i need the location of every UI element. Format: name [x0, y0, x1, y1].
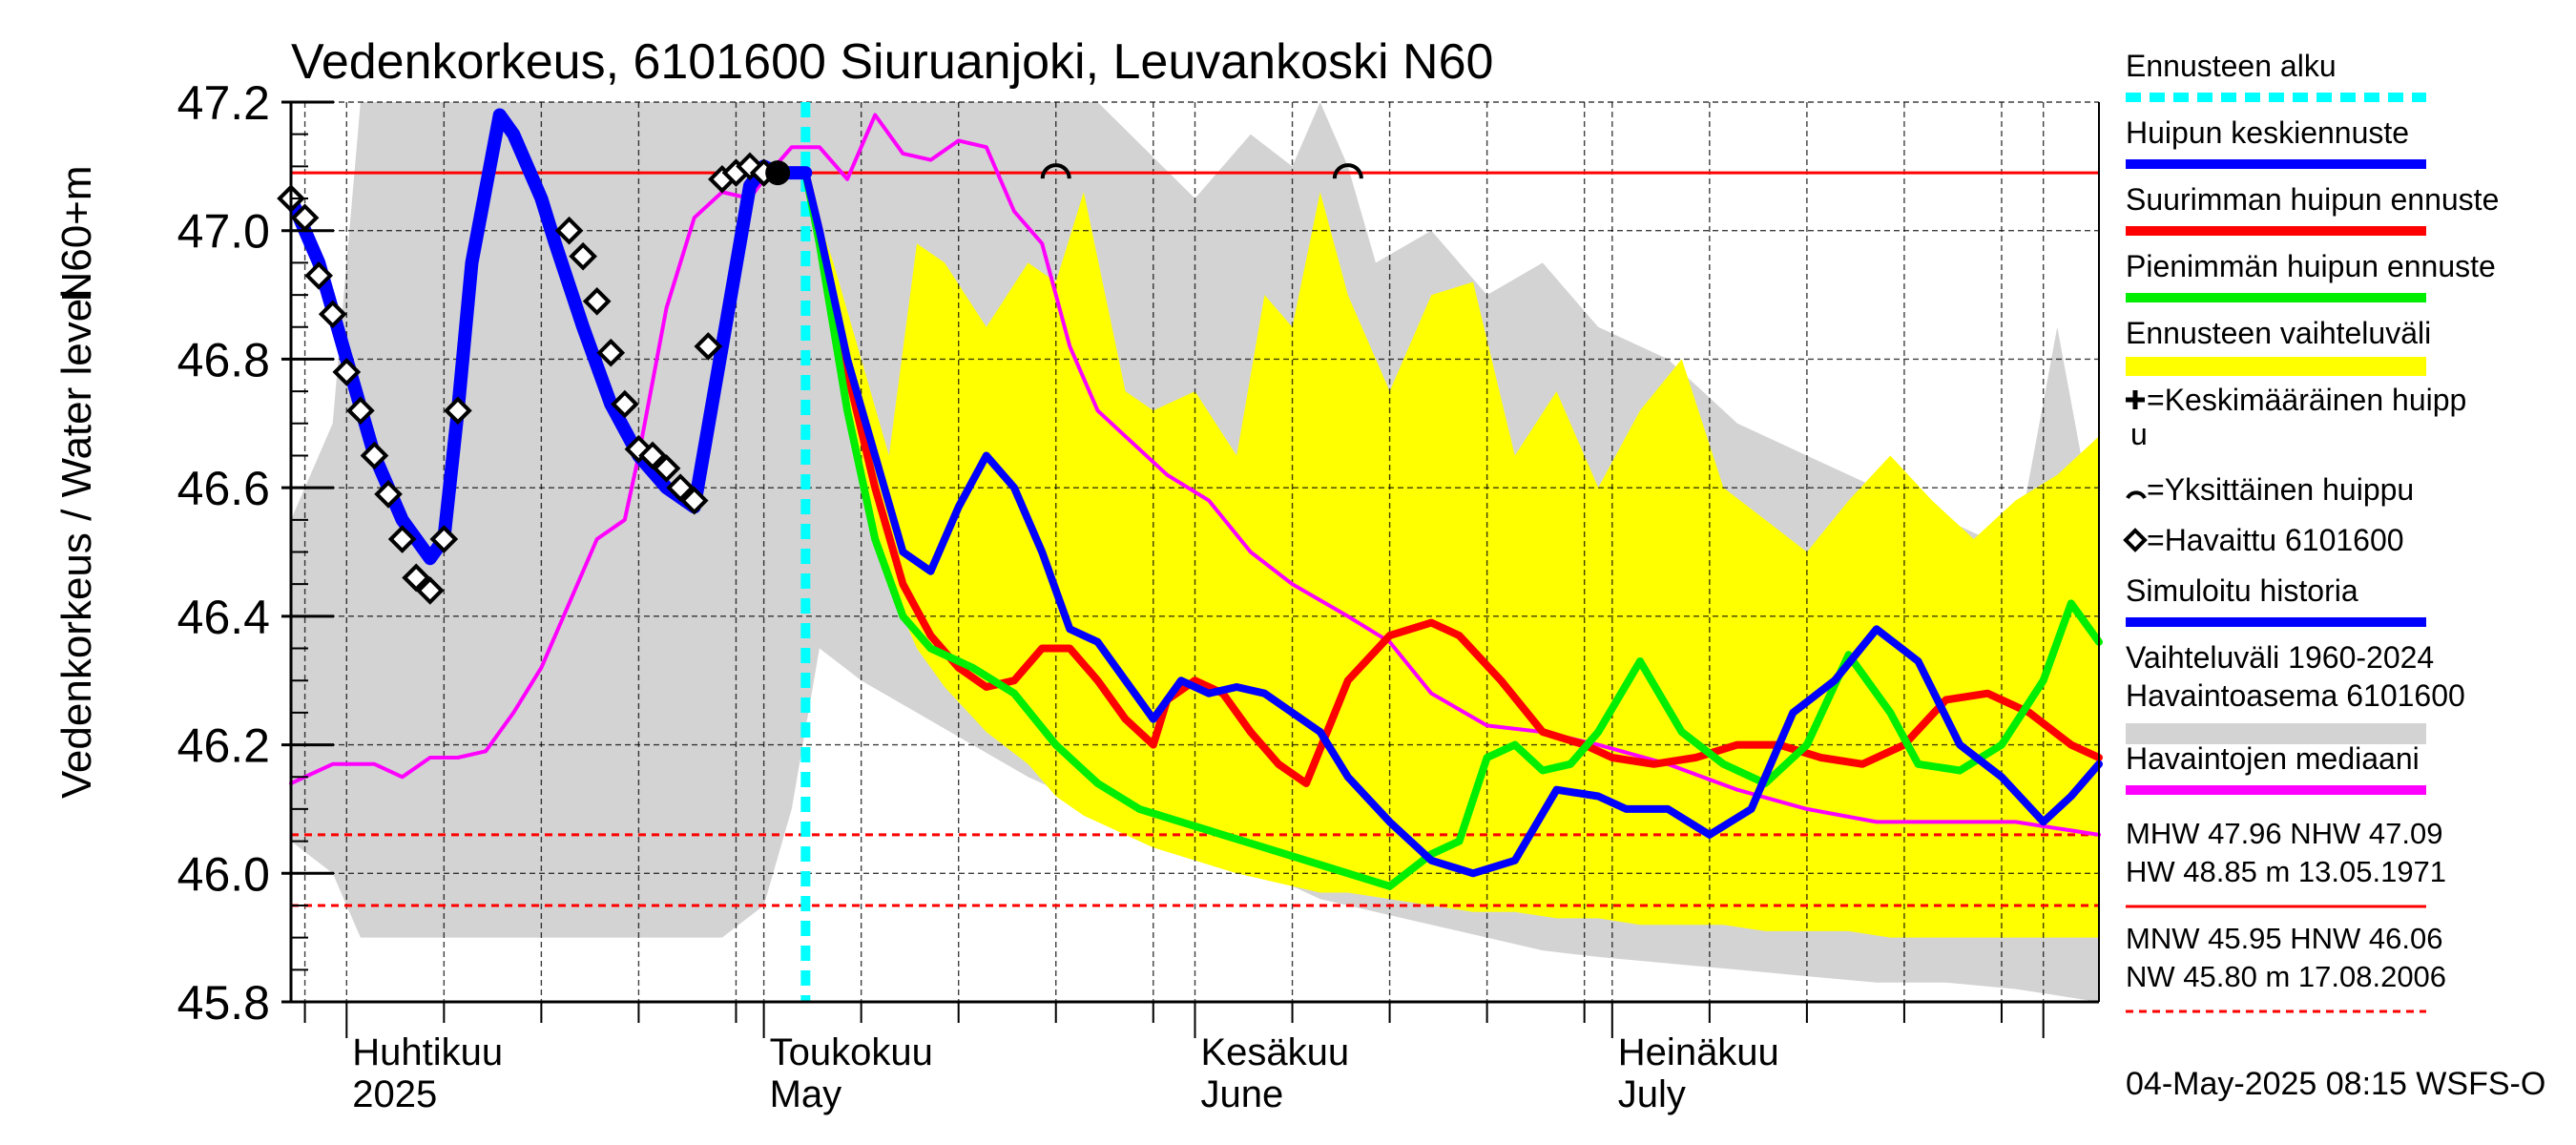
diamond-icon: [2123, 528, 2148, 552]
legend: Ennusteen alku Huipun keskiennuste Suurimm…: [2123, 49, 2499, 1013]
series-line-4: [284, 108, 813, 566]
series-line-2: [801, 169, 2103, 890]
y-axis-unit: N60+m: [53, 165, 100, 302]
y-tick-label: 46.8: [177, 333, 270, 386]
observed-point: [638, 441, 667, 470]
observed-point: [304, 261, 333, 290]
month-label: Heinäkuu: [1618, 1031, 1779, 1073]
observed-point: [429, 525, 459, 553]
legend-item-2-label: Suurimman huipun ennuste: [2126, 182, 2499, 217]
axes-layer: 45.8 46.0 46.2 46.4 46.6 46.8 47.0 47.2 Huhtikuu…: [177, 76, 2100, 1115]
legend-band-swatch: [2126, 357, 2426, 376]
y-axis-label: Vedenkorkeus / Water level: [53, 289, 100, 799]
y-tick-label: 46.4: [177, 591, 270, 644]
legend-item-9-label: Vaihteluväli 1960-2024: [2126, 640, 2434, 675]
observed-point: [444, 396, 472, 426]
observed-point: [611, 389, 639, 419]
observed-point: [387, 525, 417, 553]
month-label: Huhtikuu: [352, 1031, 503, 1073]
legend-band-swatch: [2126, 723, 2426, 744]
plus-icon: [2126, 390, 2145, 409]
legend-item-4-label: Ennusteen vaihteluväli: [2126, 316, 2431, 350]
arc-icon: [2126, 490, 2147, 500]
series-line-3: [801, 169, 2103, 878]
y-tick-label: 45.8: [177, 976, 270, 1030]
stats-line1-0: MHW 47.96 NHW 47.09: [2126, 817, 2443, 850]
legend-item-5-label: =Keskimääräinen huipp: [2147, 383, 2466, 417]
observed-point: [596, 338, 626, 367]
observed-point: [318, 300, 347, 329]
legend-item-5-label2: u: [2130, 417, 2148, 451]
observed-point: [582, 286, 612, 316]
legend-item-7-label: =Havaittu 6101600: [2147, 523, 2404, 557]
y-tick-label: 46.2: [177, 719, 270, 773]
reference-lines-layer: [291, 102, 2099, 1002]
markers-layer: [277, 152, 1363, 605]
observed-point: [666, 473, 695, 502]
individual-peak-marker: [1040, 163, 1071, 179]
footer-timestamp: 04-May-2025 08:15 WSFS-O: [2126, 1066, 2545, 1102]
month-label: Kesäkuu: [1201, 1031, 1350, 1073]
observed-point: [346, 396, 375, 426]
y-tick-label: 46.0: [177, 847, 270, 901]
observed-point: [360, 441, 389, 470]
month-label-en: May: [770, 1073, 842, 1115]
observed-point: [332, 358, 362, 386]
observed-point: [415, 576, 445, 605]
grid-layer: [291, 101, 2099, 1003]
y-tick-label: 47.2: [177, 76, 270, 130]
legend-item-1-label: Huipun keskiennuste: [2126, 115, 2409, 150]
observed-point: [554, 216, 584, 245]
stats-line2-1: NW 45.80 m 17.08.2006: [2126, 960, 2446, 993]
month-label-en: 2025: [352, 1073, 437, 1115]
legend-item-9-label2: Havaintoasema 6101600: [2126, 678, 2465, 713]
month-label: Toukokuu: [770, 1031, 933, 1073]
individual-peak-marker: [1332, 163, 1363, 179]
observed-point: [374, 480, 403, 509]
month-label-en: June: [1201, 1073, 1284, 1115]
observed-point: [652, 454, 681, 483]
observed-point: [679, 486, 709, 515]
month-label-en: July: [1618, 1073, 1686, 1115]
legend-item-3-label: Pienimmän huipun ennuste: [2126, 249, 2496, 283]
legend-item-6-label: =Yksittäinen huippu: [2147, 472, 2414, 507]
series-lines-layer: [284, 108, 2103, 890]
observed-point: [624, 434, 654, 464]
observed-point: [694, 332, 723, 361]
mean-peak-marker: [765, 160, 791, 186]
y-tick-label: 47.0: [177, 205, 270, 259]
legend-item-8-label: Simuloitu historia: [2126, 573, 2358, 608]
stats-line2-0: HW 48.85 m 13.05.1971: [2126, 855, 2446, 888]
stats-line1-1: MNW 45.95 HNW 46.06: [2126, 922, 2443, 955]
y-tick-label: 46.6: [177, 462, 270, 515]
legend-item-0-label: Ennusteen alku: [2126, 49, 2337, 83]
legend-item-10-label: Havaintojen mediaani: [2126, 741, 2420, 776]
observed-point: [569, 241, 597, 271]
series-line-1: [801, 169, 2103, 787]
observed-point: [402, 563, 431, 593]
chart-title: Vedenkorkeus, 6101600 Siuruanjoki, Leuva…: [291, 34, 1493, 90]
